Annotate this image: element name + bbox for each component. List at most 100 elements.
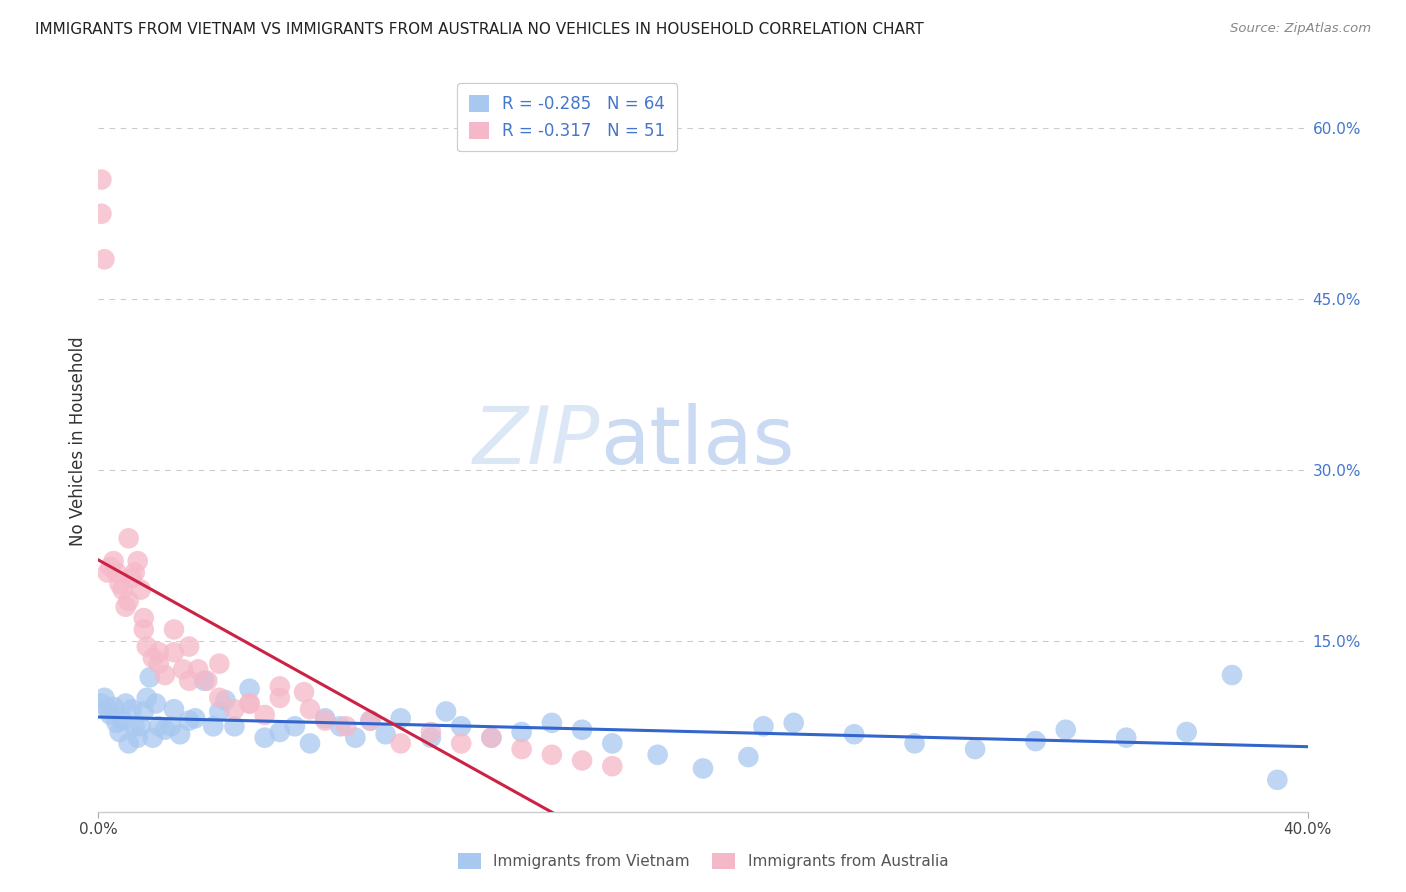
Point [253, 731, 276, 745]
Point [111, 714, 134, 728]
Point [329, 719, 352, 733]
Text: IMMIGRANTS FROM VIETNAM VS IMMIGRANTS FROM AUSTRALIA NO VEHICLES IN HOUSEHOLD CO: IMMIGRANTS FROM VIETNAM VS IMMIGRANTS FR… [35, 22, 924, 37]
Point [208, 657, 231, 671]
Point [253, 707, 276, 722]
Point [239, 697, 262, 711]
Point [160, 719, 183, 733]
Point [344, 731, 367, 745]
Point [647, 747, 669, 762]
Point [114, 599, 136, 614]
Point [96, 702, 118, 716]
Point [132, 623, 155, 637]
Point [90, 697, 112, 711]
Point [239, 697, 262, 711]
Point [269, 680, 291, 694]
Point [118, 736, 141, 750]
Text: Source: ZipAtlas.com: Source: ZipAtlas.com [1230, 22, 1371, 36]
Point [163, 702, 186, 716]
Point [179, 640, 201, 654]
Point [540, 747, 562, 762]
Point [214, 693, 236, 707]
Point [132, 611, 155, 625]
Point [193, 673, 215, 688]
Point [602, 736, 624, 750]
Point [450, 736, 472, 750]
Point [163, 645, 186, 659]
Point [96, 566, 118, 580]
Legend: Immigrants from Vietnam, Immigrants from Australia: Immigrants from Vietnam, Immigrants from… [451, 847, 955, 875]
Point [195, 673, 218, 688]
Point [148, 645, 170, 659]
Point [571, 754, 593, 768]
Point [602, 759, 624, 773]
Point [783, 715, 806, 730]
Point [202, 719, 225, 733]
Point [208, 705, 231, 719]
Point [269, 725, 291, 739]
Point [284, 719, 307, 733]
Point [299, 736, 322, 750]
Point [904, 736, 927, 750]
Point [1024, 734, 1046, 748]
Point [148, 657, 170, 671]
Point [124, 719, 146, 733]
Point [132, 705, 155, 719]
Point [103, 554, 125, 568]
Point [269, 690, 291, 705]
Point [121, 702, 143, 716]
Point [1115, 731, 1137, 745]
Point [127, 554, 149, 568]
Point [510, 742, 533, 756]
Text: ZIP: ZIP [472, 402, 600, 481]
Point [208, 690, 231, 705]
Point [139, 670, 162, 684]
Point [389, 736, 412, 750]
Point [93, 252, 115, 267]
Text: atlas: atlas [600, 402, 794, 481]
Point [127, 731, 149, 745]
Point [420, 725, 443, 739]
Point [481, 731, 503, 745]
Point [184, 711, 207, 725]
Point [163, 623, 186, 637]
Point [965, 742, 987, 756]
Point [571, 723, 593, 737]
Point [108, 577, 131, 591]
Point [510, 725, 533, 739]
Point [179, 673, 201, 688]
Point [292, 685, 315, 699]
Point [90, 172, 112, 186]
Point [224, 702, 246, 716]
Point [121, 571, 143, 585]
Point [153, 668, 176, 682]
Point [153, 723, 176, 737]
Point [129, 719, 152, 733]
Point [335, 719, 357, 733]
Point [114, 697, 136, 711]
Point [314, 711, 336, 725]
Point [434, 705, 457, 719]
Point [105, 566, 128, 580]
Point [360, 714, 382, 728]
Point [224, 719, 246, 733]
Point [135, 640, 157, 654]
Point [129, 582, 152, 597]
Legend: R = -0.285   N = 64, R = -0.317   N = 51: R = -0.285 N = 64, R = -0.317 N = 51 [457, 83, 678, 152]
Point [108, 725, 131, 739]
Point [481, 731, 503, 745]
Point [692, 761, 714, 775]
Point [100, 707, 122, 722]
Point [737, 750, 759, 764]
Point [93, 690, 115, 705]
Point [105, 715, 128, 730]
Point [1267, 772, 1289, 787]
Point [172, 662, 194, 676]
Point [142, 651, 165, 665]
Point [145, 697, 167, 711]
Point [752, 719, 775, 733]
Point [142, 731, 165, 745]
Point [100, 559, 122, 574]
Point [450, 719, 472, 733]
Point [124, 566, 146, 580]
Point [118, 594, 141, 608]
